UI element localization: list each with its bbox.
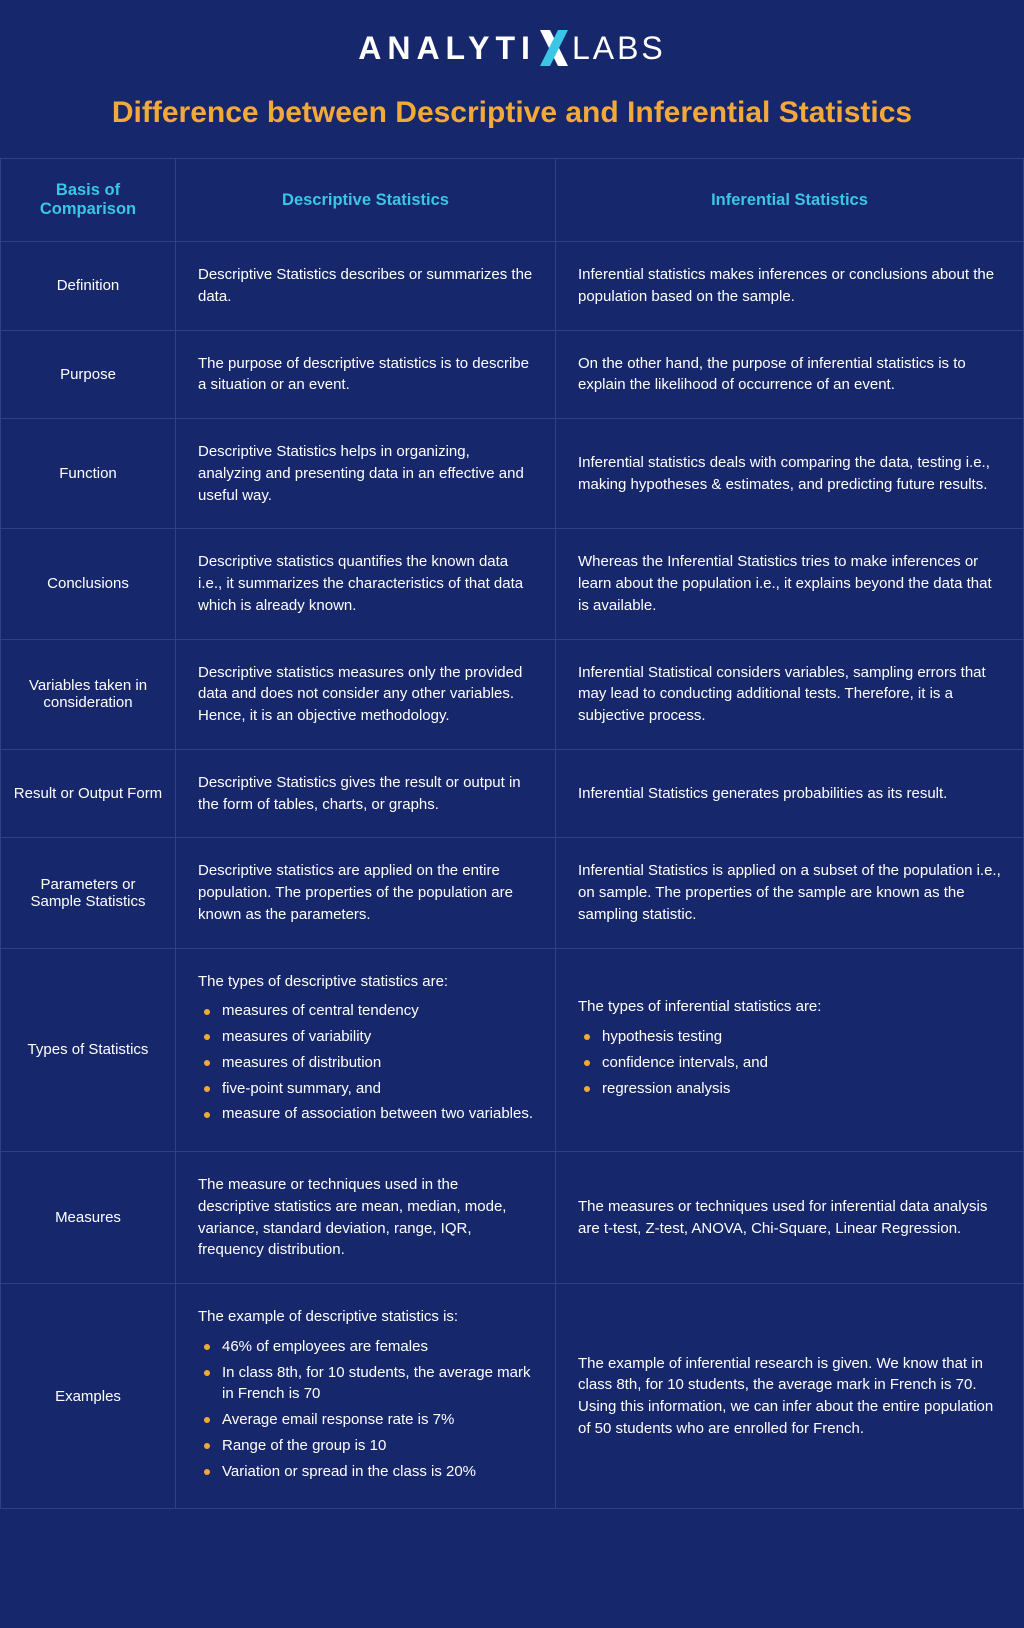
table-row: Result or Output FormDescriptive Statist…	[1, 749, 1024, 838]
cell-descriptive: The purpose of descriptive statistics is…	[176, 330, 556, 419]
cell-inferential: Inferential Statistical considers variab…	[556, 639, 1024, 749]
bullet-item: In class 8th, for 10 students, the avera…	[204, 1362, 533, 1406]
row-label: Measures	[1, 1152, 176, 1284]
cell-inferential: Whereas the Inferential Statistics tries…	[556, 529, 1024, 639]
cell-inferential: The types of inferential statistics are:…	[556, 948, 1024, 1152]
table-row: Examples The example of descriptive stati…	[1, 1284, 1024, 1509]
row-label: Examples	[1, 1284, 176, 1509]
bullet-item: confidence intervals, and	[584, 1052, 1001, 1074]
cell-descriptive: Descriptive statistics measures only the…	[176, 639, 556, 749]
cell-descriptive: Descriptive Statistics helps in organizi…	[176, 419, 556, 529]
bullet-item: measure of association between two varia…	[204, 1103, 533, 1125]
brand-text-1: ANALYTI	[358, 30, 536, 67]
table-row: MeasuresThe measure or techniques used i…	[1, 1152, 1024, 1284]
brand-text-2: LABS	[572, 30, 666, 67]
brand-logo: ANALYTI LABS	[358, 28, 666, 68]
row-label: Purpose	[1, 330, 176, 419]
page-title: Difference between Descriptive and Infer…	[0, 80, 1024, 158]
table-row: Parameters or Sample StatisticsDescripti…	[1, 838, 1024, 948]
row-label: Conclusions	[1, 529, 176, 639]
cell-descriptive: Descriptive statistics quantifies the kn…	[176, 529, 556, 639]
col-header-descriptive: Descriptive Statistics	[176, 159, 556, 242]
table-row: DefinitionDescriptive Statistics describ…	[1, 242, 1024, 331]
brand-x-icon	[534, 28, 574, 68]
table-header-row: Basis of Comparison Descriptive Statisti…	[1, 159, 1024, 242]
cell-descriptive: The example of descriptive statistics is…	[176, 1284, 556, 1509]
col-header-inferential: Inferential Statistics	[556, 159, 1024, 242]
bullet-item: hypothesis testing	[584, 1026, 1001, 1048]
bullet-item: Variation or spread in the class is 20%	[204, 1461, 533, 1483]
row-label: Parameters or Sample Statistics	[1, 838, 176, 948]
cell-inferential: Inferential statistics deals with compar…	[556, 419, 1024, 529]
comparison-table: Basis of Comparison Descriptive Statisti…	[0, 158, 1024, 1509]
col-header-basis: Basis of Comparison	[1, 159, 176, 242]
cell-descriptive: Descriptive Statistics gives the result …	[176, 749, 556, 838]
cell-lead: The types of descriptive statistics are:	[198, 971, 533, 993]
cell-lead: The example of descriptive statistics is…	[198, 1306, 533, 1328]
bullet-item: measures of central tendency	[204, 1000, 533, 1022]
bullet-item: Average email response rate is 7%	[204, 1409, 533, 1431]
row-label: Variables taken in consideration	[1, 639, 176, 749]
bullet-item: five-point summary, and	[204, 1078, 533, 1100]
cell-inferential: The measures or techniques used for infe…	[556, 1152, 1024, 1284]
table-row: Variables taken in considerationDescript…	[1, 639, 1024, 749]
table-row: ConclusionsDescriptive statistics quanti…	[1, 529, 1024, 639]
cell-inferential: Inferential Statistics is applied on a s…	[556, 838, 1024, 948]
table-row: Types of StatisticsThe types of descript…	[1, 948, 1024, 1152]
bullet-item: measures of variability	[204, 1026, 533, 1048]
cell-inferential: The example of inferential research is g…	[556, 1284, 1024, 1509]
cell-inferential: Inferential Statistics generates probabi…	[556, 749, 1024, 838]
bullet-item: measures of distribution	[204, 1052, 533, 1074]
bullet-item: 46% of employees are females	[204, 1336, 533, 1358]
cell-descriptive: The measure or techniques used in the de…	[176, 1152, 556, 1284]
row-label: Function	[1, 419, 176, 529]
row-label: Definition	[1, 242, 176, 331]
cell-descriptive: Descriptive Statistics describes or summ…	[176, 242, 556, 331]
page-root: ANALYTI LABS Difference between Descript…	[0, 0, 1024, 1509]
table-row: FunctionDescriptive Statistics helps in …	[1, 419, 1024, 529]
table-row: PurposeThe purpose of descriptive statis…	[1, 330, 1024, 419]
logo-row: ANALYTI LABS	[0, 0, 1024, 80]
cell-inferential: Inferential statistics makes inferences …	[556, 242, 1024, 331]
bullet-list: 46% of employees are females In class 8th…	[198, 1336, 533, 1483]
cell-lead: The types of inferential statistics are:	[578, 996, 1001, 1018]
bullet-item: Range of the group is 10	[204, 1435, 533, 1457]
bullet-item: regression analysis	[584, 1078, 1001, 1100]
cell-descriptive: Descriptive statistics are applied on th…	[176, 838, 556, 948]
row-label: Types of Statistics	[1, 948, 176, 1152]
row-label: Result or Output Form	[1, 749, 176, 838]
cell-descriptive: The types of descriptive statistics are:…	[176, 948, 556, 1152]
bullet-list: hypothesis testing confidence intervals, …	[578, 1026, 1001, 1099]
cell-inferential: On the other hand, the purpose of infere…	[556, 330, 1024, 419]
bullet-list: measures of central tendency measures of …	[198, 1000, 533, 1125]
